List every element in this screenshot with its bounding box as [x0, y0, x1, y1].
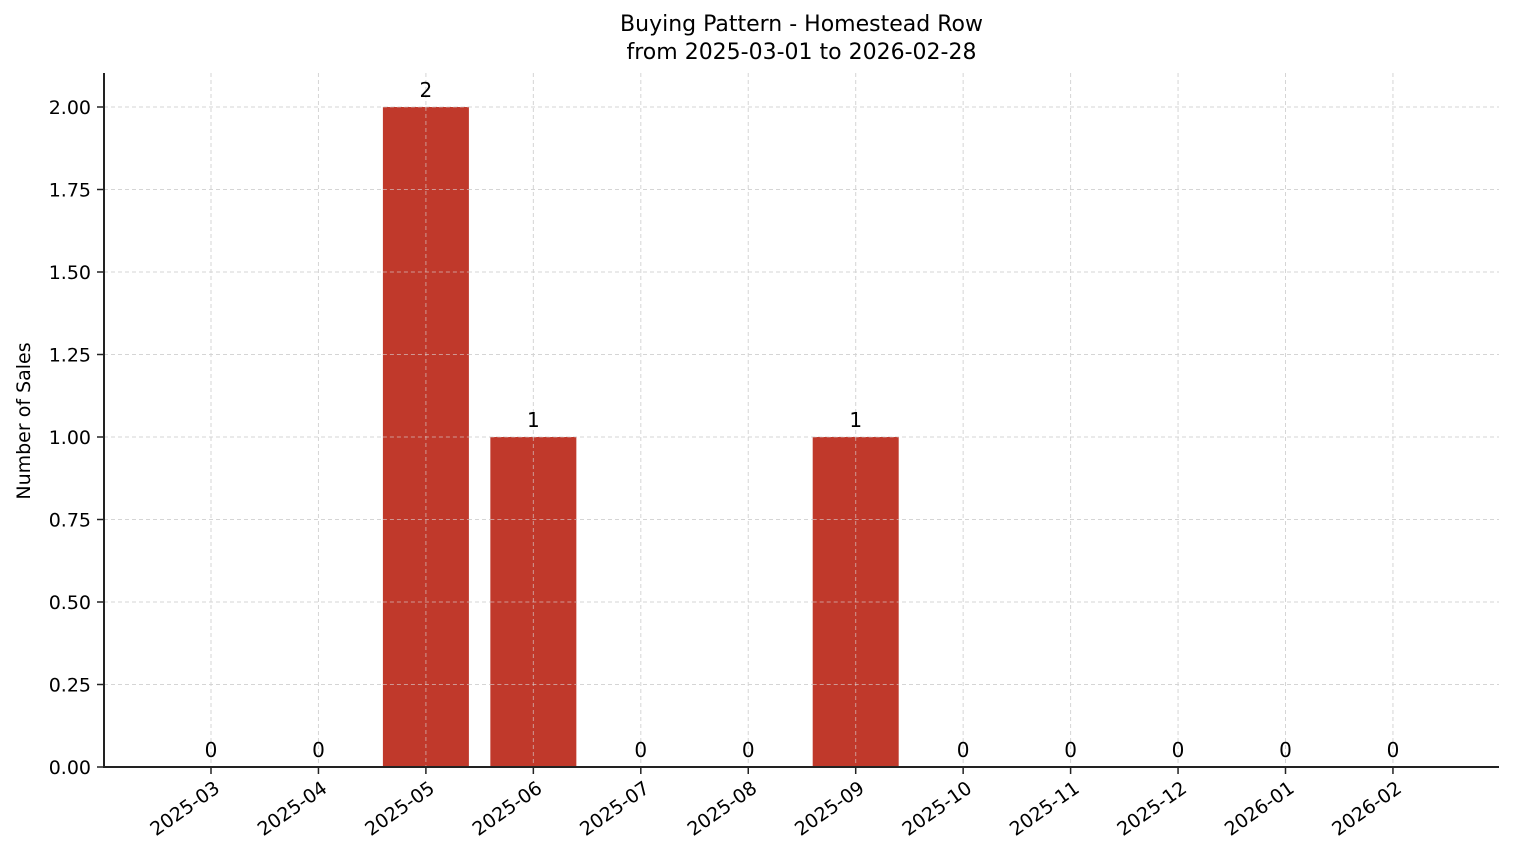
- x-tick-label: 2025-08: [683, 777, 761, 841]
- y-axis-label: Number of Sales: [13, 342, 35, 499]
- x-tick-label: 2025-05: [361, 777, 439, 841]
- data-label: 0: [205, 738, 218, 762]
- chart-subtitle: from 2025-03-01 to 2026-02-28: [626, 40, 977, 65]
- x-tick-label: 2025-03: [146, 777, 224, 841]
- chart-title: Buying Pattern - Homestead Row: [620, 12, 983, 37]
- x-tick-label: 2025-12: [1113, 777, 1191, 841]
- y-tick-label: 1.50: [49, 262, 91, 284]
- data-label: 1: [849, 408, 862, 432]
- x-tick-label: 2025-09: [791, 777, 869, 841]
- x-tick-label: 2025-04: [254, 777, 332, 841]
- y-tick-label: 1.00: [49, 427, 91, 449]
- data-label: 1: [527, 408, 540, 432]
- data-label: 0: [957, 738, 970, 762]
- y-tick-label: 0.75: [49, 510, 91, 532]
- y-tick-label: 1.75: [49, 180, 91, 202]
- y-tick-label: 0.50: [49, 592, 91, 614]
- y-tick-label: 0.25: [49, 675, 91, 697]
- data-label: 0: [1279, 738, 1292, 762]
- data-label: 0: [312, 738, 325, 762]
- data-label: 0: [742, 738, 755, 762]
- x-tick-label: 2025-11: [1006, 777, 1084, 841]
- data-label: 0: [1172, 738, 1185, 762]
- x-tick-label: 2025-06: [469, 777, 547, 841]
- data-label: 0: [1387, 738, 1400, 762]
- data-label: 0: [634, 738, 647, 762]
- x-tick-label: 2026-01: [1221, 777, 1299, 841]
- x-tick-label: 2025-10: [898, 777, 976, 841]
- y-tick-label: 2.00: [49, 97, 91, 119]
- y-tick-label: 0.00: [49, 757, 91, 779]
- data-label: 2: [420, 78, 433, 102]
- x-tick-label: 2026-02: [1328, 777, 1406, 841]
- x-tick-label: 2025-07: [576, 777, 654, 841]
- y-tick-label: 1.25: [49, 345, 91, 367]
- data-label: 0: [1064, 738, 1077, 762]
